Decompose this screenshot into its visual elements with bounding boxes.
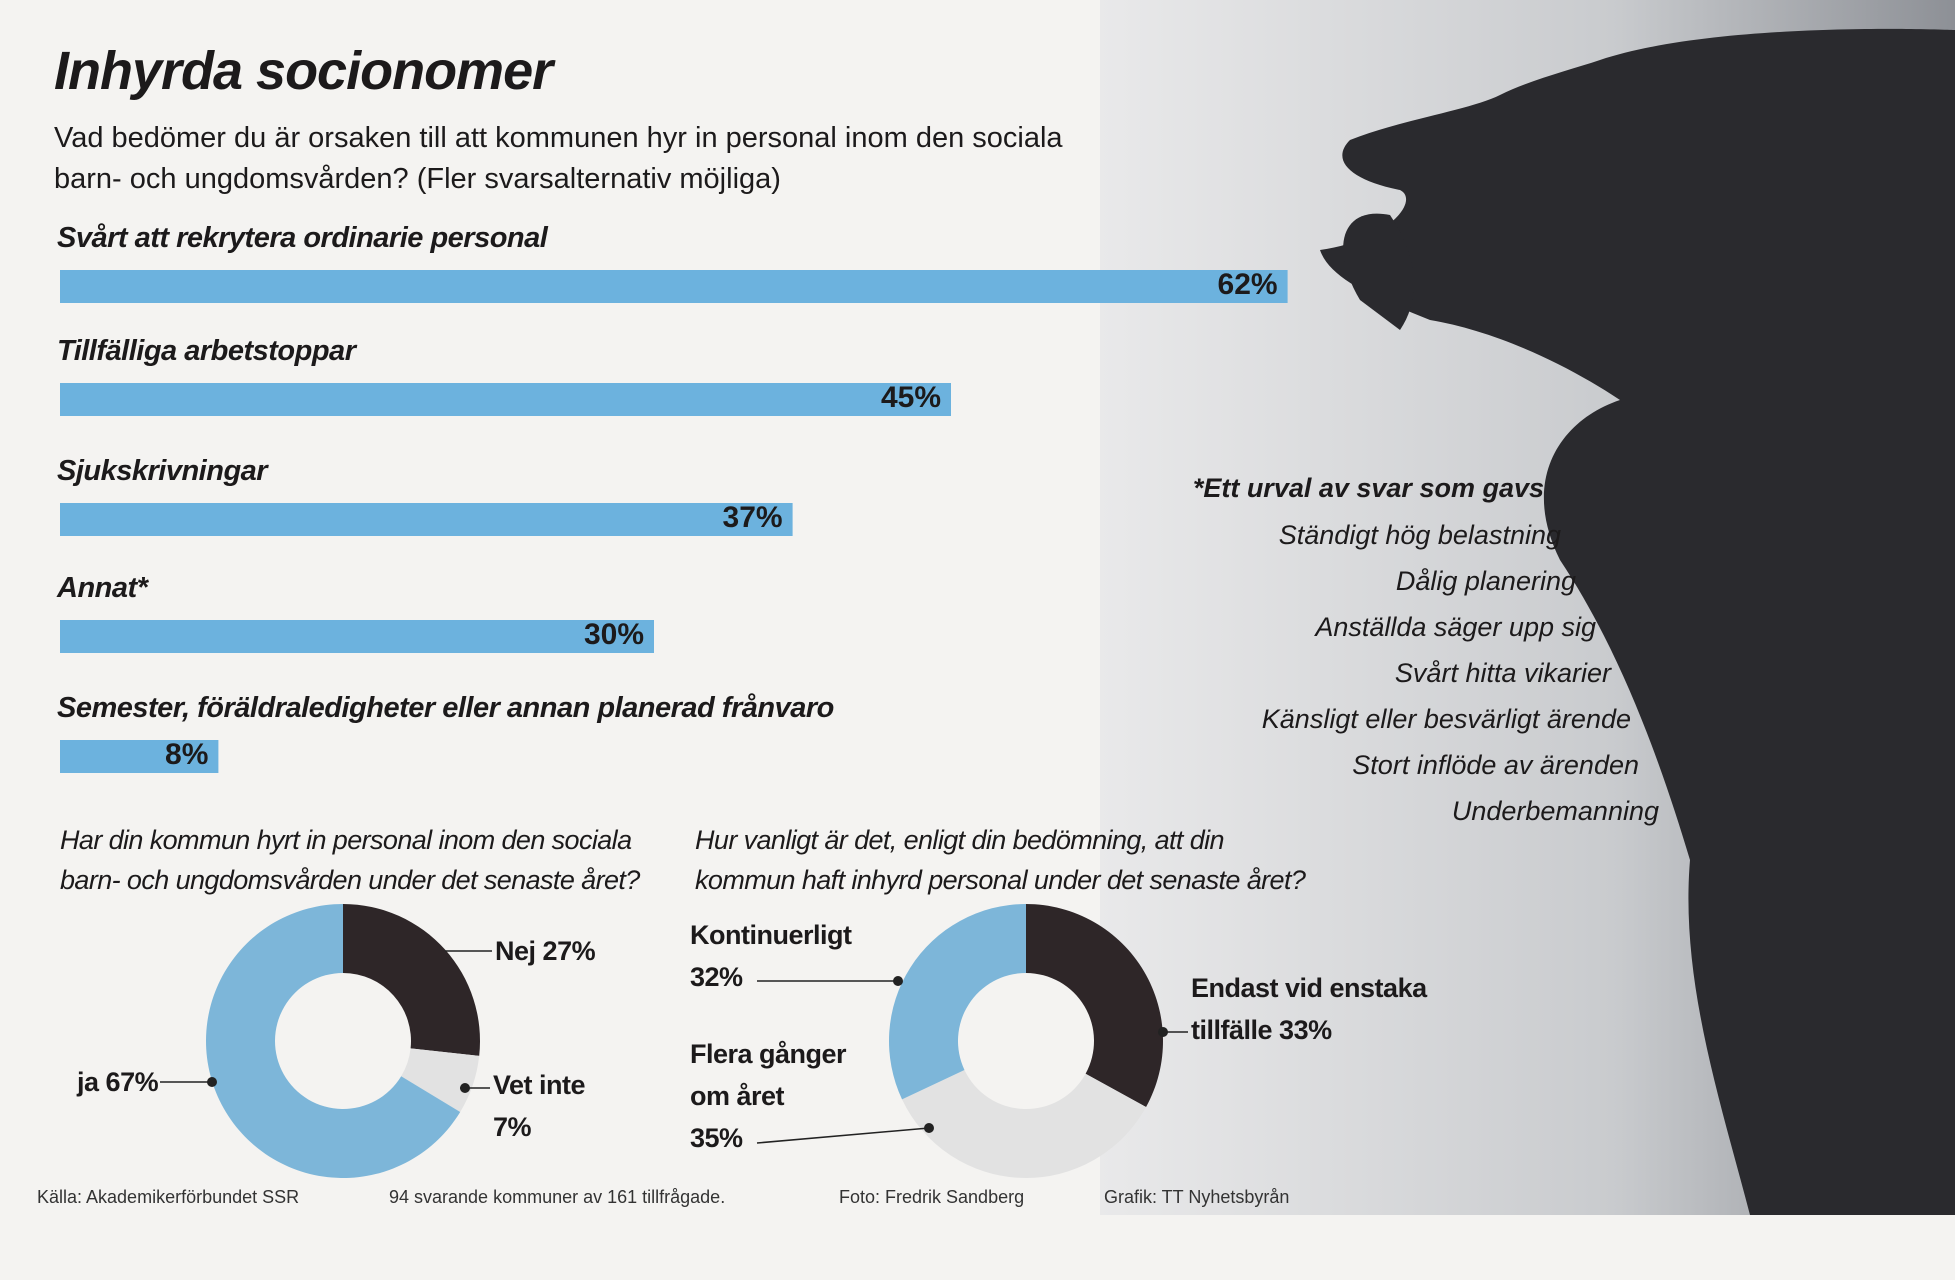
leader-dot — [207, 1077, 217, 1087]
leader-dot — [893, 976, 903, 986]
category-name: Flera gånger om året — [690, 1039, 847, 1111]
donut-segment — [888, 904, 1026, 1100]
chart-title: Inhyrda socionomer — [54, 41, 553, 101]
donut-segment — [343, 904, 480, 1056]
bar — [60, 383, 951, 416]
value-label: 45% — [880, 381, 941, 414]
bar — [60, 270, 1288, 303]
donut-segment — [1026, 904, 1163, 1108]
bar — [60, 503, 793, 536]
value-label: 37% — [722, 501, 783, 534]
notes-heading: *Ett urval av svar som gavs — [1192, 473, 1544, 503]
donut-title: Har din kommun hyrt in personal inom den… — [60, 825, 640, 895]
bar — [60, 740, 219, 773]
bar-label: Semester, föräldraledigheter eller annan… — [57, 692, 834, 724]
bar-label: Annat* — [57, 572, 148, 604]
graphic-credit: Grafik: TT Nyhetsbyrån — [1104, 1187, 1290, 1207]
category-name: Endast vid enstaka tillfälle — [1191, 973, 1427, 1045]
donut-title: Hur vanligt är det, enligt din bedömning… — [695, 825, 1306, 895]
donut-segment — [902, 1069, 1147, 1178]
value-label: 67% — [105, 1067, 159, 1097]
bar — [60, 620, 654, 653]
segment-label: Endast vid enstaka tillfälle 33% — [1191, 967, 1441, 1051]
note-item: Svårt hitta vikarier — [1394, 658, 1611, 688]
photo-credit: Foto: Fredrik Sandberg — [839, 1187, 1025, 1207]
segment-label: ja 67% — [77, 1061, 159, 1103]
value-label: 27% — [542, 936, 596, 966]
category-name: Nej — [495, 936, 536, 966]
leader-dot — [460, 1083, 470, 1093]
note-item: Underbemanning — [1451, 796, 1659, 826]
note-item: Dålig planering — [1395, 566, 1576, 596]
note-item: Stort inflöde av ärenden — [1352, 750, 1639, 780]
category-name: Kontinuerligt — [690, 920, 852, 950]
segment-label: Flera gånger om året 35% — [690, 1033, 870, 1159]
value-label: 30% — [583, 618, 644, 651]
value-label: 33% — [1279, 1015, 1332, 1045]
category-name: ja — [77, 1067, 99, 1097]
segment-label: Nej 27% — [495, 930, 596, 972]
donut-segment — [401, 1048, 480, 1112]
donut-segment — [206, 904, 461, 1178]
segment-label: Vet inte 7% — [493, 1064, 586, 1148]
photo-silhouette — [1320, 28, 1955, 1215]
leader-dot — [924, 1123, 934, 1133]
category-name: Vet inte — [493, 1070, 586, 1100]
bar-label: Svårt att rekrytera ordinarie personal — [57, 222, 548, 254]
photo-hand — [1343, 213, 1414, 330]
value-label: 7% — [493, 1112, 532, 1142]
value-label: 32% — [690, 962, 743, 992]
bar-label: Sjukskrivningar — [57, 455, 268, 487]
value-label: 62% — [1217, 268, 1278, 301]
sample-note: 94 svarande kommuner av 161 tillfrågade. — [389, 1187, 726, 1207]
bar-label: Tillfälliga arbetstoppar — [57, 335, 356, 367]
leader-dot — [1158, 1027, 1168, 1037]
value-label: 8% — [165, 738, 209, 771]
chart-subtitle: Vad bedömer du är orsaken till att kommu… — [54, 122, 1063, 195]
note-item: Ständigt hög belastning — [1278, 520, 1561, 550]
value-label: 35% — [690, 1123, 743, 1153]
source: Källa: Akademikerförbundet SSR — [37, 1187, 300, 1207]
note-item: Känsligt eller besvärligt ärende — [1261, 704, 1631, 734]
segment-label: Kontinuerligt 32% — [690, 914, 890, 998]
note-item: Anställda säger upp sig — [1315, 612, 1596, 642]
leader-line — [756, 1127, 930, 1144]
